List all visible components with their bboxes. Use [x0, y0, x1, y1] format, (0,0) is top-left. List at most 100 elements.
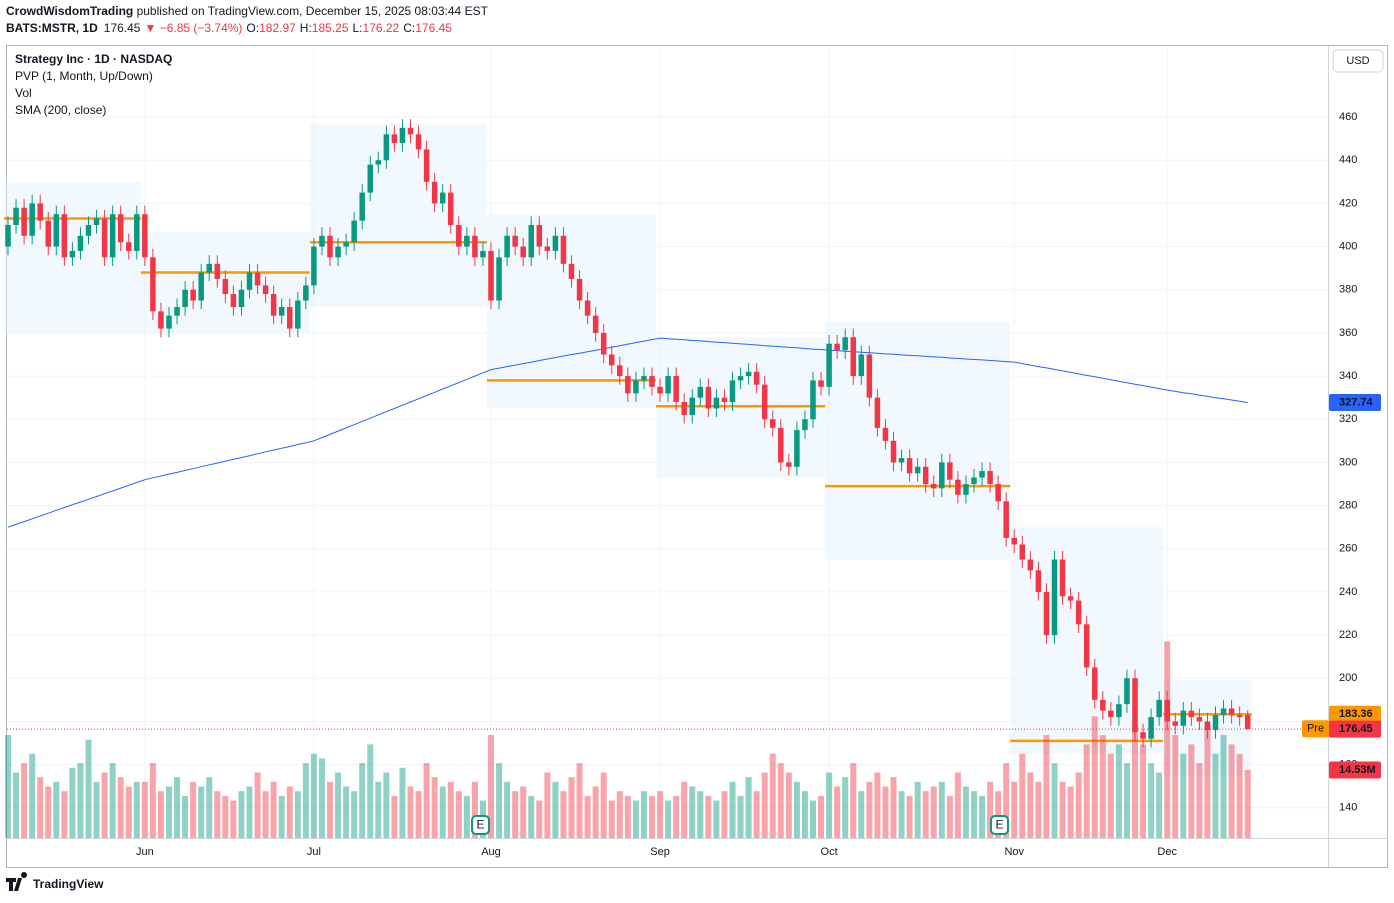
- volume-bar: [882, 786, 889, 838]
- candle-body: [641, 376, 647, 381]
- volume-bar: [286, 786, 293, 838]
- volume-bar: [713, 800, 720, 838]
- volume-bar: [954, 772, 961, 838]
- volume-bar: [632, 800, 639, 838]
- candle-body: [657, 386, 663, 394]
- volume-bar: [1035, 781, 1042, 838]
- candle-body: [617, 365, 623, 377]
- candle-body: [705, 386, 712, 409]
- candle-body: [198, 272, 204, 301]
- candle-body: [818, 380, 824, 387]
- volume-bar: [13, 772, 20, 838]
- volume-bar: [174, 777, 181, 838]
- volume-bar: [576, 763, 583, 838]
- x-tick-label: Oct: [821, 846, 838, 858]
- candle-body: [584, 300, 591, 316]
- candle-body: [126, 242, 132, 251]
- y-tick-label: 420: [1339, 197, 1357, 209]
- candle-body: [786, 462, 792, 467]
- candle-body: [850, 337, 856, 377]
- candle-body: [665, 376, 671, 394]
- volume-bar: [793, 781, 800, 838]
- candle-body: [351, 220, 357, 243]
- candle-body: [898, 458, 905, 463]
- volume-bar: [270, 781, 277, 838]
- volume-bar: [761, 772, 768, 838]
- candle-body: [914, 466, 921, 474]
- volume-bar: [214, 791, 221, 838]
- logo-icon: [6, 872, 28, 891]
- volume-bar: [359, 763, 366, 838]
- plot: [4, 48, 1328, 838]
- o-label: O:: [246, 21, 259, 35]
- y-tick-label: 240: [1339, 586, 1357, 598]
- candle-body: [1100, 699, 1106, 711]
- volume-bar: [133, 781, 140, 838]
- candle-body: [794, 430, 800, 467]
- volume-bar: [665, 800, 672, 838]
- candle-body: [753, 371, 760, 385]
- volume-bar: [938, 781, 945, 838]
- earnings-marker[interactable]: E: [990, 815, 1009, 835]
- candle-body: [504, 235, 510, 258]
- candle-body: [391, 134, 398, 143]
- volume-bar: [987, 781, 994, 838]
- volume-bar: [407, 786, 414, 838]
- candle-body: [625, 376, 631, 394]
- earnings-label: E: [995, 818, 1003, 832]
- candle-body: [1083, 624, 1090, 668]
- volume-bar: [866, 781, 873, 838]
- candle-body: [1108, 710, 1114, 718]
- x-tick-label: Nov: [1004, 846, 1024, 858]
- candle-body: [552, 235, 559, 251]
- earnings-icon[interactable]: [990, 815, 1009, 835]
- candle-body: [182, 289, 188, 308]
- volume-bar: [1148, 763, 1155, 838]
- currency-button[interactable]: [1332, 49, 1384, 73]
- candle-body: [319, 235, 325, 247]
- candle-body: [101, 218, 108, 258]
- volume-bar: [29, 753, 36, 838]
- volume-bar: [101, 772, 108, 838]
- volume-bar: [1003, 763, 1010, 838]
- volume-bar: [608, 800, 615, 838]
- candle-body: [890, 440, 897, 463]
- candle-body: [472, 235, 478, 258]
- candle-body: [939, 462, 945, 489]
- volume-bar: [1228, 744, 1235, 838]
- earnings-icon[interactable]: [471, 815, 490, 835]
- legend-vol: Vol: [15, 86, 32, 100]
- volume-bar: [536, 800, 543, 838]
- volume-bar: [190, 781, 197, 838]
- currency[interactable]: USD: [1346, 55, 1369, 67]
- candle-body: [230, 294, 237, 308]
- symbol: BATS:MSTR, 1D: [6, 21, 98, 35]
- volume-bar: [801, 791, 808, 838]
- volume-bar: [504, 781, 511, 838]
- volume-bar: [1172, 735, 1179, 838]
- volume-bar: [657, 791, 664, 838]
- candle-body: [649, 376, 655, 387]
- volume-bar: [367, 744, 374, 838]
- candle-body: [874, 397, 881, 428]
- volume-bar: [737, 795, 744, 838]
- candle-body: [61, 214, 68, 258]
- earnings-marker[interactable]: E: [471, 815, 490, 835]
- volume-bar: [1156, 772, 1163, 838]
- volume-bar: [294, 791, 301, 838]
- volume-bar: [415, 791, 422, 838]
- candle-body: [713, 397, 720, 409]
- candle-body: [1059, 559, 1066, 597]
- candle-body: [335, 246, 341, 258]
- candle-body: [496, 257, 502, 301]
- volume-bar: [375, 781, 382, 838]
- y-tick-label: 380: [1339, 284, 1357, 296]
- volume-bar: [439, 786, 446, 838]
- candle-body: [633, 380, 639, 394]
- volume-bar: [697, 791, 704, 838]
- candle-body: [206, 263, 212, 273]
- candle-body: [1019, 544, 1026, 560]
- published: published on TradingView.com, December 1…: [133, 4, 488, 18]
- volume-bar: [246, 786, 253, 838]
- brand: TradingView: [33, 877, 104, 891]
